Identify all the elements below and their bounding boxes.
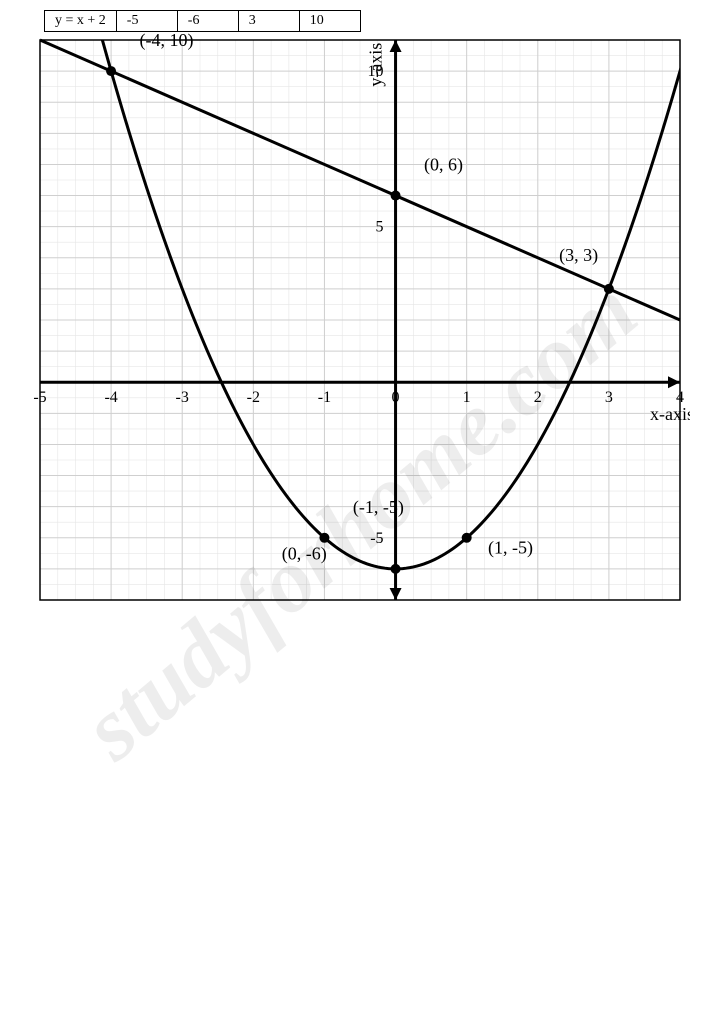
- svg-text:3: 3: [605, 389, 613, 406]
- chart-container: -5-4-3-2-101234-5510x-axisy-axis(-4, 10)…: [30, 20, 690, 620]
- table-cell: -6: [177, 11, 238, 32]
- svg-text:0: 0: [392, 389, 400, 406]
- page-root: y = x + 2 -5 -6 3 10 -5-4-3-2-101234-551…: [0, 0, 720, 1018]
- table-header-cell: y = x + 2: [45, 11, 117, 32]
- svg-text:(0, 6): (0, 6): [424, 155, 463, 176]
- svg-text:(-1, -5): (-1, -5): [353, 497, 404, 518]
- coordinate-chart: -5-4-3-2-101234-5510x-axisy-axis(-4, 10)…: [30, 20, 690, 620]
- svg-text:1: 1: [463, 389, 471, 406]
- svg-text:y-axis: y-axis: [366, 43, 386, 87]
- svg-text:5: 5: [376, 219, 384, 236]
- svg-text:2: 2: [534, 389, 542, 406]
- table-cell: -5: [116, 11, 177, 32]
- svg-text:-3: -3: [176, 389, 189, 406]
- svg-text:-5: -5: [33, 389, 46, 406]
- table-cell: 10: [299, 11, 360, 32]
- svg-text:-2: -2: [247, 389, 260, 406]
- value-table: y = x + 2 -5 -6 3 10: [44, 10, 361, 32]
- svg-text:(-4, 10): (-4, 10): [140, 30, 194, 51]
- svg-text:-4: -4: [104, 389, 117, 406]
- svg-text:-1: -1: [318, 389, 331, 406]
- svg-text:(1, -5): (1, -5): [488, 537, 533, 558]
- table-cell: 3: [238, 11, 299, 32]
- svg-text:-5: -5: [370, 530, 383, 547]
- svg-text:x-axis: x-axis: [650, 404, 690, 424]
- table-row: y = x + 2 -5 -6 3 10: [45, 11, 361, 32]
- svg-text:(0, -6): (0, -6): [282, 544, 327, 565]
- svg-text:(3, 3): (3, 3): [559, 245, 598, 266]
